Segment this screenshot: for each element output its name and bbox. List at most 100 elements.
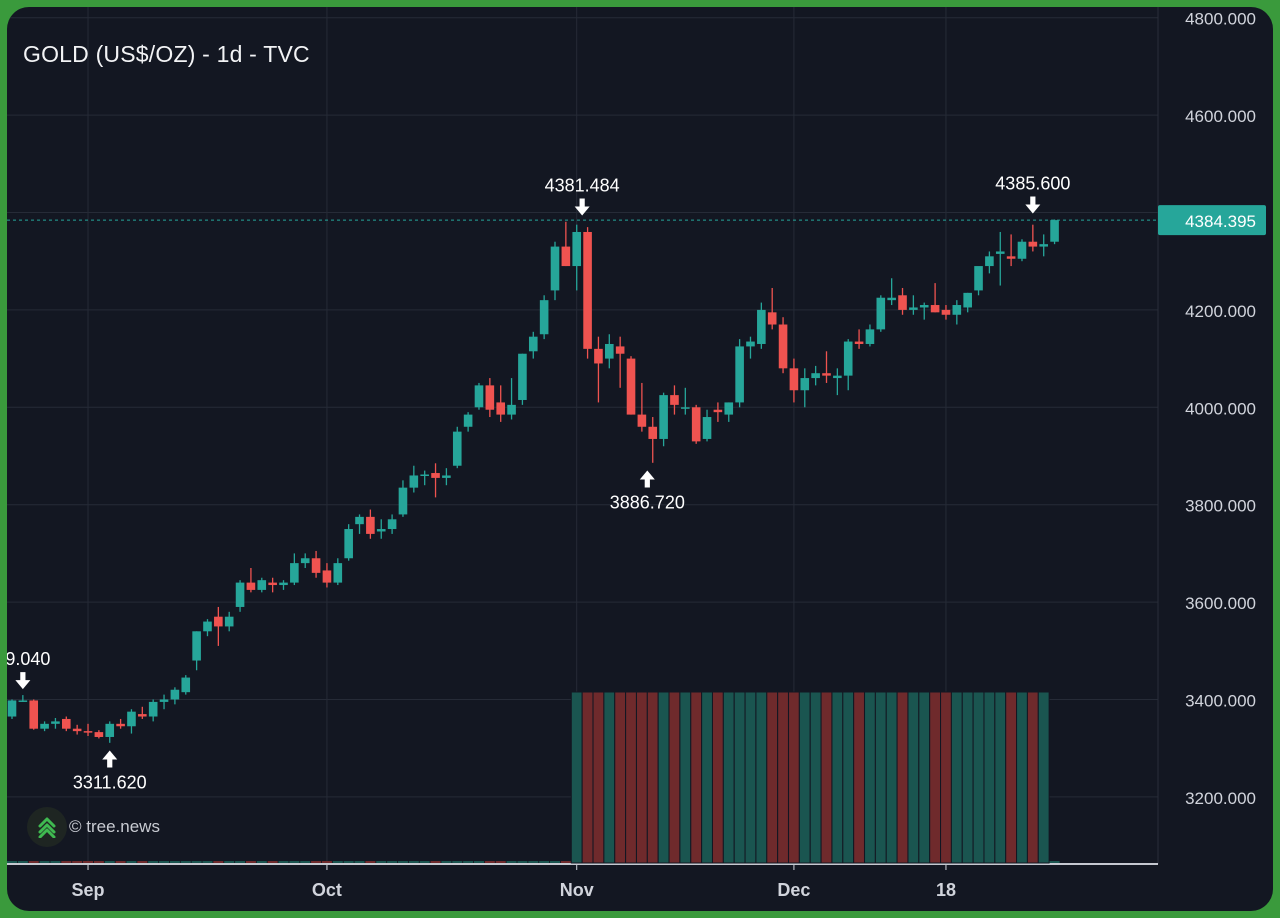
candle-body	[203, 621, 212, 632]
candle-body	[735, 346, 744, 403]
candle	[778, 317, 788, 374]
price-annotation: 4385.600	[995, 174, 1070, 214]
candle-body	[865, 329, 875, 344]
volume-bar	[213, 861, 224, 863]
candle	[811, 365, 820, 386]
volume-bar	[419, 861, 430, 863]
volume-bar	[940, 691, 952, 864]
candle	[290, 553, 299, 586]
volume-bar	[1026, 691, 1039, 864]
candle	[366, 509, 375, 539]
volume-bar	[300, 861, 311, 863]
candle-body	[463, 414, 473, 427]
annotation-label: 3311.620	[73, 773, 147, 793]
chart-frame: 4800.0004600.0004400.0004200.0004000.000…	[7, 7, 1273, 911]
watermark: © tree.news	[27, 807, 160, 847]
candle	[1006, 234, 1016, 267]
candle-body	[214, 616, 223, 627]
candle	[735, 339, 744, 408]
volume-bar	[972, 691, 985, 864]
candle	[594, 336, 603, 403]
candle-body	[919, 305, 929, 308]
x-tick-label: Nov	[560, 880, 594, 900]
y-tick-label: 3400.000	[1185, 691, 1256, 710]
candle	[713, 402, 723, 422]
volume-bar	[159, 861, 170, 863]
annotation-label: 09.040	[7, 649, 50, 669]
candle-body	[105, 723, 115, 737]
candle	[919, 302, 929, 320]
candle	[724, 402, 734, 422]
candle	[822, 351, 831, 383]
candle-body	[1028, 241, 1038, 247]
volume-bar	[517, 861, 528, 863]
candle-body	[681, 407, 690, 409]
candle-body	[376, 529, 386, 532]
candle	[995, 231, 1005, 286]
candle-body	[648, 426, 658, 439]
volume-bar	[104, 861, 115, 863]
candle	[670, 385, 679, 415]
current-price-label: 4384.395	[1185, 212, 1256, 231]
volume-bar	[777, 691, 789, 864]
candle-body	[767, 312, 777, 325]
volume-bar	[679, 691, 692, 864]
volume-bar	[701, 691, 713, 864]
volume-bar	[961, 691, 974, 864]
candle-body	[594, 348, 603, 364]
arrow-down-icon	[574, 198, 590, 216]
candle-body	[974, 266, 983, 291]
candle	[279, 580, 288, 590]
candle-body	[322, 570, 332, 583]
candle-body	[192, 631, 201, 661]
volume-bar	[191, 861, 202, 863]
candle-body	[387, 519, 397, 530]
candlestick-chart[interactable]: 4800.0004600.0004400.0004200.0004000.000…	[7, 7, 1273, 911]
candle	[974, 266, 983, 296]
volume-bar	[929, 691, 942, 864]
candle-body	[626, 358, 636, 415]
candle	[40, 721, 49, 732]
candle-body	[583, 231, 592, 349]
volume-bar	[289, 861, 300, 863]
candle	[887, 278, 896, 306]
candle	[659, 392, 668, 447]
volume-bar	[668, 691, 681, 864]
current-price-badge	[1158, 205, 1266, 236]
candle-body	[420, 474, 429, 476]
volume-bar	[441, 861, 452, 863]
candle	[333, 558, 343, 586]
candle	[833, 368, 842, 396]
candle-body	[246, 582, 256, 590]
candle	[235, 580, 245, 612]
volume-bar	[733, 691, 746, 864]
volume-bar	[224, 861, 235, 863]
candle-body	[257, 580, 267, 590]
candle-body	[138, 714, 147, 717]
candle-body	[474, 385, 484, 408]
candle	[105, 721, 115, 743]
candle	[898, 287, 907, 315]
candle-body	[431, 473, 440, 478]
candle-body	[995, 251, 1005, 254]
candle-body	[1050, 220, 1059, 242]
volume-bar	[603, 691, 616, 864]
candle-body	[528, 336, 538, 352]
candle-body	[442, 475, 451, 478]
volume-bar	[28, 861, 39, 863]
candle	[1028, 224, 1038, 252]
volume-bar	[896, 691, 909, 864]
candle	[963, 292, 972, 313]
volume-bar	[430, 861, 441, 863]
volume-bar	[495, 861, 506, 863]
arrow-up-icon	[102, 750, 118, 768]
volume-bar	[1049, 861, 1060, 863]
candle-body	[670, 395, 679, 405]
annotation-label: 4381.484	[545, 176, 620, 196]
candle	[952, 300, 962, 325]
candle-body	[452, 431, 462, 466]
candle	[181, 675, 191, 695]
candle-body	[789, 368, 799, 391]
y-tick-label: 4200.000	[1185, 302, 1256, 321]
candle-body	[539, 300, 549, 335]
